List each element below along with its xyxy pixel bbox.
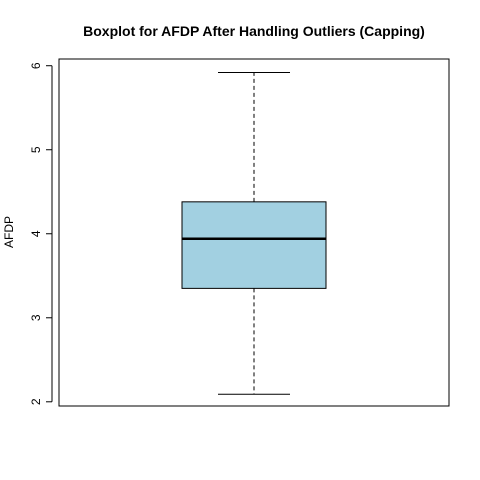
box-series	[182, 72, 326, 394]
chart-title: Boxplot for AFDP After Handling Outliers…	[83, 23, 425, 39]
y-tick-label: 6	[29, 62, 43, 69]
y-axis-label: AFDP	[2, 216, 16, 248]
y-tick-label: 3	[29, 314, 43, 321]
y-tick-label: 4	[29, 230, 43, 237]
y-tick-label: 5	[29, 146, 43, 153]
y-axis-ticks: 2 3 4 5 6	[29, 62, 52, 405]
iqr-box	[182, 202, 326, 289]
y-tick-label: 2	[29, 398, 43, 405]
